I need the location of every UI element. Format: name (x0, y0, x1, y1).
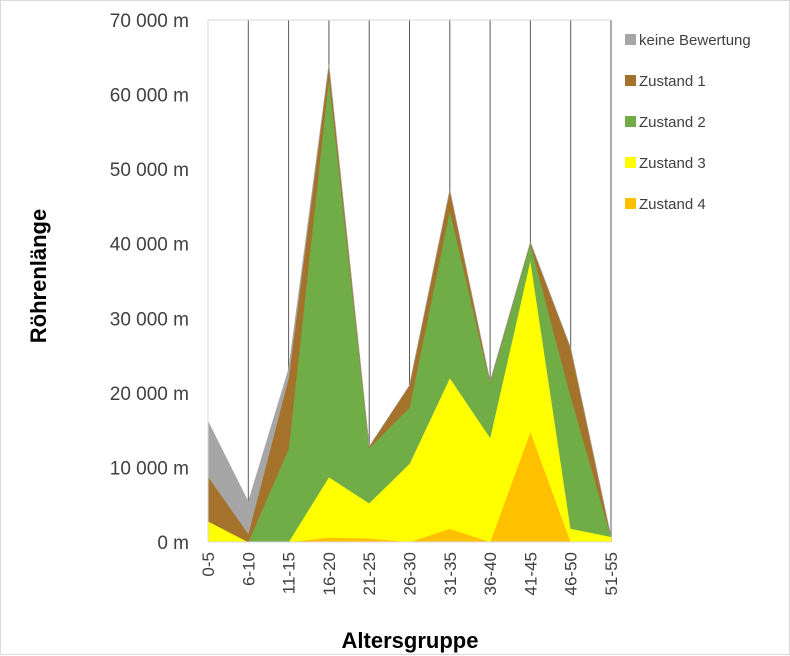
x-tick-labels: 0-5 6-10 11-15 16-20 21-25 26-30 31-35 36-40 41-… (199, 552, 621, 595)
legend-swatch-zustand-1 (625, 75, 636, 86)
legend-swatch-zustand-4 (625, 198, 636, 209)
legend-swatch-keine-bewertung (625, 34, 636, 45)
y-tick-label: 30 000 m (110, 309, 189, 330)
y-tick-label: 40 000 m (110, 235, 189, 256)
y-tick-label: 20 000 m (110, 384, 189, 405)
x-axis-title: Altersgruppe (342, 628, 479, 653)
legend-swatch-zustand-3 (625, 157, 636, 168)
x-tick-label: 6-10 (239, 552, 258, 586)
area-series-keine-bewertung (207, 64, 612, 537)
x-tick-label: 0-5 (199, 552, 218, 577)
x-tick-label: 36-40 (481, 552, 500, 595)
x-tick-label: 11-15 (280, 552, 299, 594)
legend: keine Bewertung Zustand 1 Zustand 2 Zustand… (625, 32, 751, 213)
legend-label-zustand-3: Zustand 3 (639, 155, 706, 172)
legend-label-keine-bewertung: keine Bewertung (639, 32, 751, 49)
axes (207, 20, 611, 543)
y-tick-label: 10 000 m (110, 458, 189, 479)
y-tick-label: 50 000 m (110, 160, 189, 181)
legend-label-zustand-2: Zustand 2 (639, 114, 706, 131)
legend-label-zustand-4: Zustand 4 (639, 196, 706, 213)
y-tick-label: 0 m (157, 533, 189, 554)
x-tick-label: 26-30 (401, 552, 420, 595)
x-tick-label: 41-45 (521, 552, 540, 595)
y-tick-label: 60 000 m (110, 86, 189, 107)
y-tick-label: 70 000 m (110, 11, 189, 32)
x-tick-label: 16-20 (320, 552, 339, 595)
x-tick-label: 21-25 (360, 552, 379, 595)
x-tick-label: 51-55 (602, 552, 621, 595)
x-tick-label: 46-50 (562, 552, 581, 595)
x-tick-label: 31-35 (441, 552, 460, 595)
legend-swatch-zustand-2 (625, 116, 636, 127)
legend-label-zustand-1: Zustand 1 (639, 73, 706, 90)
y-tick-labels: 0 m 10 000 m 20 000 m 30 000 m 40 000 m 50 00… (110, 11, 189, 554)
y-axis-title: Röhrenlänge (26, 209, 51, 343)
